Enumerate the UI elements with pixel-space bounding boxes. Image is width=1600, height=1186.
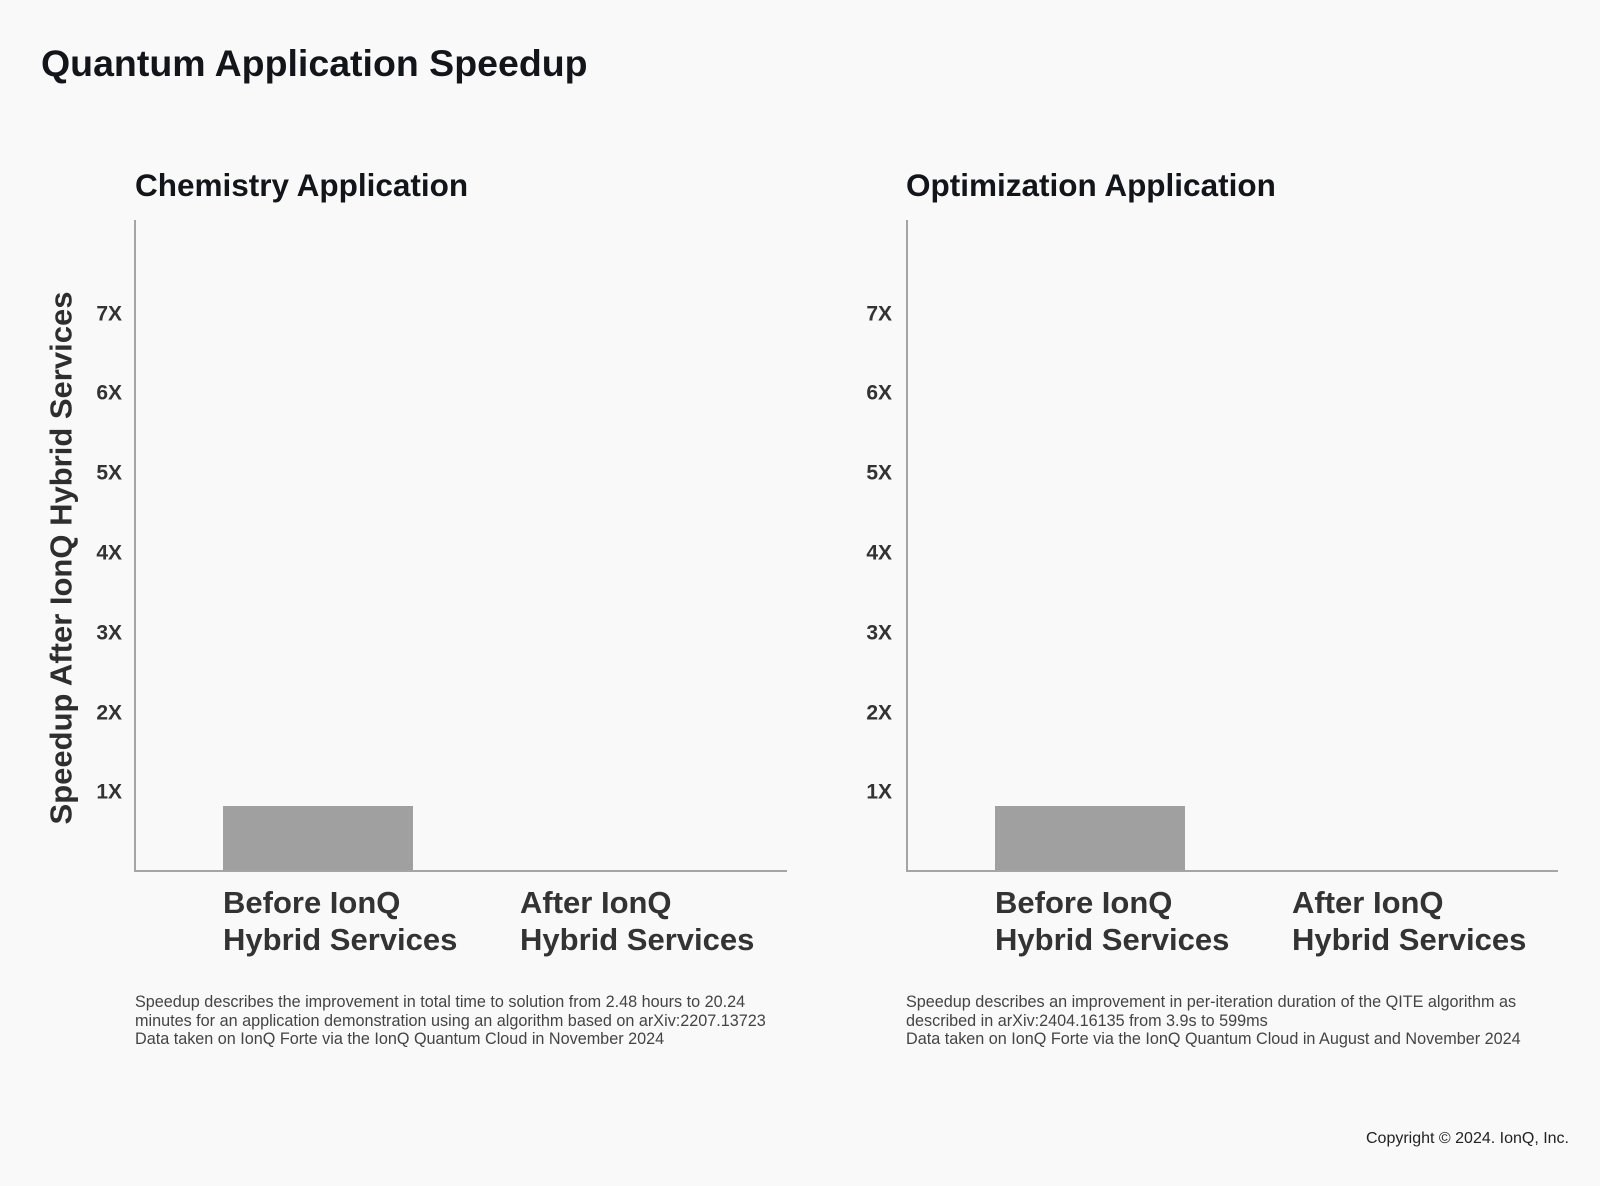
x-category-label-line: After IonQ bbox=[1292, 885, 1444, 920]
y-tick-label: 5X bbox=[96, 461, 122, 485]
x-category-label-before: Before IonQ Hybrid Services bbox=[995, 884, 1229, 958]
y-tick-label: 1X bbox=[866, 780, 892, 804]
y-tick-label: 5X bbox=[866, 461, 892, 485]
x-category-label-line: Hybrid Services bbox=[520, 922, 755, 957]
page-title: Quantum Application Speedup bbox=[41, 42, 588, 84]
x-category-label-line: Before IonQ bbox=[995, 885, 1173, 920]
chemistry-chart-title: Chemistry Application bbox=[135, 167, 469, 203]
y-tick-label: 7X bbox=[866, 302, 892, 326]
x-category-label-before: Before IonQ Hybrid Services bbox=[223, 884, 457, 958]
x-category-label-line: After IonQ bbox=[520, 885, 672, 920]
chemistry-plot-area: 7X 6X 5X 4X 3X 2X 1X Before IonQ Hybrid … bbox=[96, 220, 787, 957]
y-tick-label: 6X bbox=[96, 381, 122, 405]
x-category-label-line: Hybrid Services bbox=[995, 922, 1230, 957]
footnote-line: described in arXiv:2404.16135 from 3.9s … bbox=[906, 1011, 1268, 1030]
x-category-label-line: Before IonQ bbox=[223, 885, 401, 920]
optimization-chart-title: Optimization Application bbox=[906, 167, 1276, 203]
y-tick-label: 6X bbox=[866, 381, 892, 405]
x-category-label-line: Hybrid Services bbox=[1292, 922, 1527, 957]
copyright-notice: Copyright © 2024. IonQ, Inc. bbox=[1365, 1130, 1569, 1147]
y-tick-label: 4X bbox=[96, 541, 122, 565]
bar-before-hybrid-services bbox=[223, 806, 413, 870]
x-category-label-after: After IonQ Hybrid Services bbox=[520, 884, 754, 958]
footnote-line: Data taken on IonQ Forte via the IonQ Qu… bbox=[135, 1030, 665, 1048]
y-tick-label: 1X bbox=[96, 780, 122, 804]
optimization-footnote: Speedup describes an improvement in per-… bbox=[906, 993, 1521, 1049]
footnote-line: Data taken on IonQ Forte via the IonQ Qu… bbox=[906, 1030, 1521, 1048]
y-tick-label: 7X bbox=[96, 302, 122, 326]
y-tick-label: 3X bbox=[866, 621, 892, 645]
y-tick-label: 2X bbox=[866, 701, 892, 724]
x-category-label-line: Hybrid Services bbox=[223, 922, 458, 957]
x-category-label-after: After IonQ Hybrid Services bbox=[1292, 884, 1526, 958]
y-tick-label: 4X bbox=[866, 541, 892, 565]
footnote-line: Speedup describes the improvement in tot… bbox=[135, 993, 746, 1011]
bar-before-hybrid-services bbox=[995, 806, 1185, 870]
y-tick-label: 3X bbox=[96, 621, 122, 645]
optimization-plot-area: 7X 6X 5X 4X 3X 2X 1X Before IonQ Hybrid … bbox=[866, 220, 1558, 957]
chemistry-footnote: Speedup describes the improvement in tot… bbox=[135, 993, 766, 1049]
y-tick-label: 2X bbox=[96, 701, 122, 724]
y-axis-title: Speedup After IonQ Hybrid Services bbox=[43, 291, 79, 825]
footnote-line: Speedup describes an improvement in per-… bbox=[906, 993, 1517, 1011]
footnote-line: minutes for an application demonstration… bbox=[135, 1011, 766, 1030]
